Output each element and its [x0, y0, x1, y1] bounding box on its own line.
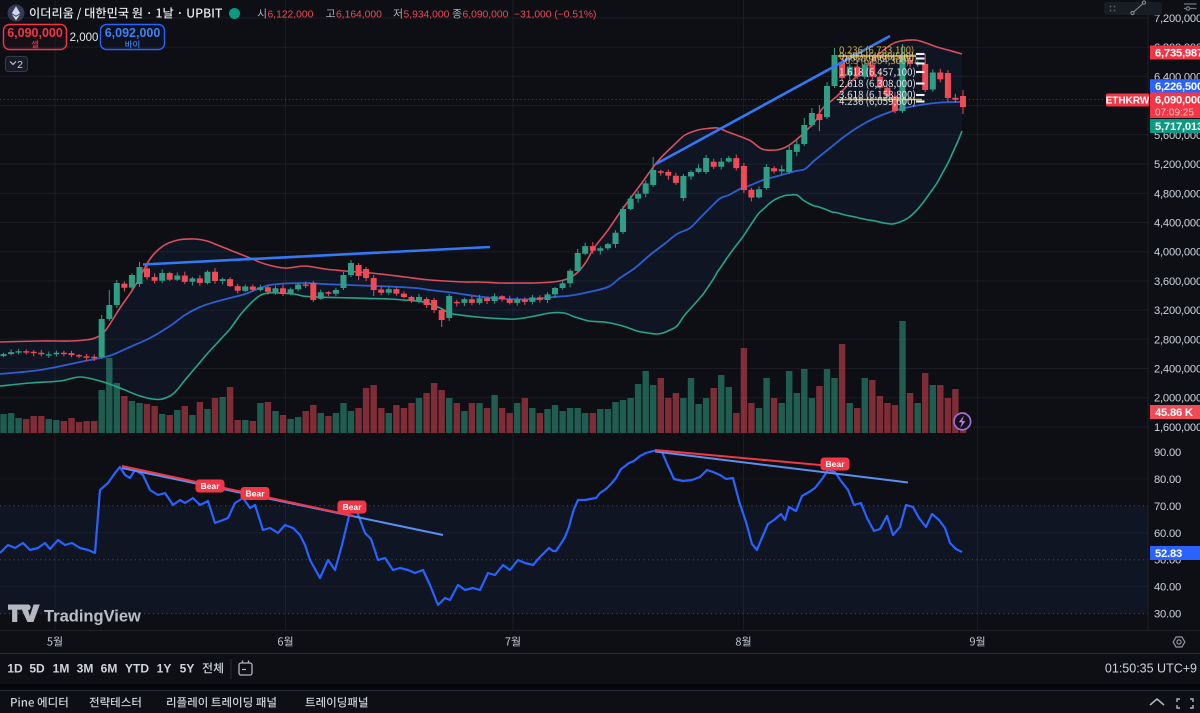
svg-text:52.83: 52.83: [1155, 548, 1182, 560]
svg-text:07:09:25: 07:09:25: [1155, 108, 1194, 119]
svg-text:Bear: Bear: [825, 459, 845, 469]
svg-text:30.00: 30.00: [1154, 609, 1181, 621]
svg-text:2: 2: [17, 59, 23, 71]
svg-text:2,000,000: 2,000,000: [1154, 393, 1200, 405]
svg-text:90.00: 90.00: [1154, 447, 1181, 459]
svg-text:4,400,000: 4,400,000: [1154, 218, 1200, 230]
svg-text:Bear: Bear: [200, 481, 220, 491]
svg-text:6,164,000: 6,164,000: [336, 10, 382, 21]
svg-text:80.00: 80.00: [1154, 474, 1181, 486]
svg-text:5,717,013: 5,717,013: [1155, 121, 1200, 133]
svg-text:6,090,000: 6,090,000: [1155, 95, 1200, 107]
svg-text:ETHKRW: ETHKRW: [1106, 96, 1150, 107]
svg-text:6,122,000: 6,122,000: [268, 10, 314, 21]
svg-text:1D: 1D: [7, 662, 23, 676]
svg-text:6,090,000: 6,090,000: [7, 26, 63, 40]
svg-text:70.00: 70.00: [1154, 501, 1181, 513]
svg-text:5Y: 5Y: [180, 662, 195, 676]
svg-text:−31,000 (−0.51%): −31,000 (−0.51%): [514, 10, 596, 21]
svg-text:3M: 3M: [77, 662, 94, 676]
svg-text:YTD: YTD: [125, 662, 149, 676]
svg-text:6,226,500: 6,226,500: [1155, 81, 1200, 93]
svg-text:60.00: 60.00: [1154, 528, 1181, 540]
svg-text:4,800,000: 4,800,000: [1154, 188, 1200, 200]
svg-text:Bear: Bear: [245, 489, 265, 499]
svg-text:1M: 1M: [53, 662, 70, 676]
svg-text:6,092,000: 6,092,000: [105, 26, 161, 40]
svg-text:45.86 K: 45.86 K: [1155, 407, 1193, 419]
svg-text:6,735,987: 6,735,987: [1155, 48, 1200, 60]
svg-text:1,600,000: 1,600,000: [1154, 422, 1200, 434]
svg-text:2,800,000: 2,800,000: [1154, 334, 1200, 346]
svg-text:5D: 5D: [29, 662, 45, 676]
svg-text:5,934,000: 5,934,000: [404, 10, 450, 21]
svg-text:4,000,000: 4,000,000: [1154, 247, 1200, 259]
svg-text:3,600,000: 3,600,000: [1154, 276, 1200, 288]
svg-text:Bear: Bear: [342, 502, 362, 512]
svg-text:01:50:35 UTC+9: 01:50:35 UTC+9: [1105, 662, 1197, 676]
svg-text:1Y: 1Y: [157, 662, 172, 676]
svg-text:6,090,000: 6,090,000: [463, 10, 509, 21]
svg-text:7,200,000: 7,200,000: [1154, 13, 1200, 25]
svg-text:5,200,000: 5,200,000: [1154, 159, 1200, 171]
svg-text:40.00: 40.00: [1154, 582, 1181, 594]
svg-text:2,400,000: 2,400,000: [1154, 364, 1200, 376]
svg-text:3,200,000: 3,200,000: [1154, 305, 1200, 317]
svg-text:2,000: 2,000: [70, 32, 99, 44]
svg-text:TradingView: TradingView: [44, 608, 141, 626]
svg-text:6M: 6M: [101, 662, 118, 676]
